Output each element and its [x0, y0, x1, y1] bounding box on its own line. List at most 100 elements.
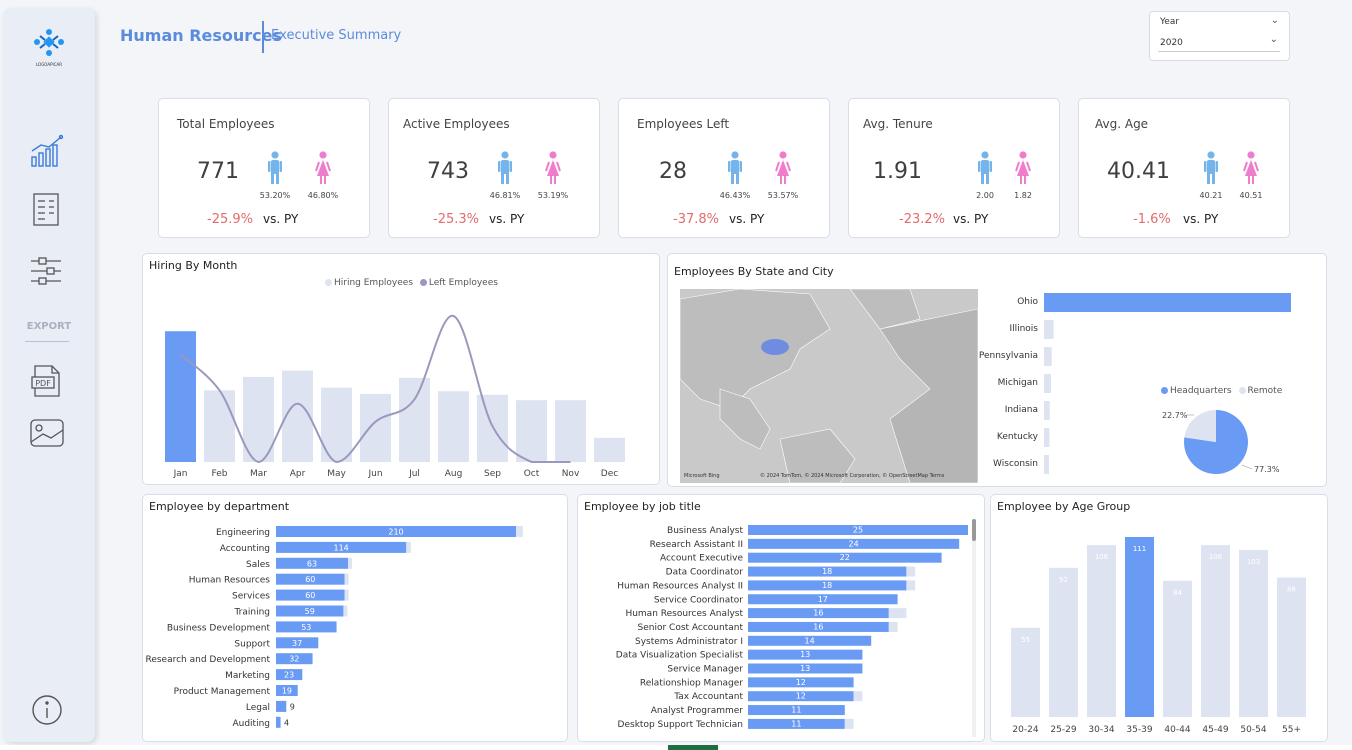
active-bar[interactable]	[276, 573, 345, 585]
hiring-bar[interactable]	[555, 400, 586, 462]
employee-map[interactable]: Microsoft Bing © 2024 TomTom, © 2024 Mic…	[680, 289, 978, 483]
kpi-card: Employees Left 28 46.43% 53.57% -37.8% vs. PY	[618, 98, 830, 238]
state-bar[interactable]	[1044, 293, 1291, 312]
active-bar[interactable]	[276, 653, 313, 665]
active-bar[interactable]	[748, 663, 863, 674]
left-bar[interactable]	[906, 566, 916, 577]
pdf-export-icon[interactable]: PDF	[29, 363, 65, 399]
hiring-bar[interactable]	[243, 376, 274, 462]
active-bar[interactable]	[748, 635, 872, 646]
hiring-bar[interactable]	[282, 370, 313, 462]
active-bar[interactable]	[748, 594, 898, 605]
left-employees-line[interactable]	[179, 314, 571, 464]
hiring-bar[interactable]	[204, 390, 235, 462]
page-tab-strip[interactable]	[0, 745, 1352, 750]
kpi-vs-label: vs. PY	[489, 212, 525, 226]
state-bar[interactable]	[1044, 428, 1050, 447]
active-bar[interactable]	[748, 538, 960, 549]
active-bar[interactable]	[276, 605, 344, 617]
active-bar[interactable]	[748, 566, 907, 577]
active-bar[interactable]	[748, 691, 854, 702]
hiring-bar[interactable]	[594, 437, 625, 462]
state-label: Kentucky	[997, 432, 1039, 442]
legend-dot	[419, 278, 427, 286]
active-bar[interactable]	[276, 637, 319, 649]
left-bar[interactable]	[888, 621, 898, 632]
image-export-icon[interactable]	[29, 416, 65, 452]
active-bar[interactable]	[276, 589, 345, 601]
scrollbar[interactable]	[972, 519, 976, 737]
bar-value-label: 111	[1133, 545, 1146, 553]
sidebar: LOGOAPICAR EXPORT PDF	[3, 8, 95, 742]
bar-value-label: 11	[791, 719, 801, 728]
age-tick-label: 35-39	[1126, 725, 1152, 735]
overview-chart-icon[interactable]	[29, 133, 65, 169]
hiring-bar[interactable]	[165, 331, 196, 462]
active-bar[interactable]	[748, 580, 907, 591]
active-bar[interactable]	[276, 526, 516, 537]
hiring-bar[interactable]	[438, 391, 469, 462]
age-bar[interactable]	[1049, 567, 1078, 717]
pie-slice-remote[interactable]	[1184, 410, 1216, 442]
active-bar[interactable]	[276, 541, 407, 553]
left-bar[interactable]	[343, 605, 348, 617]
left-bar[interactable]	[516, 526, 523, 537]
month-tick-label: Jun	[367, 469, 382, 479]
active-bar[interactable]	[748, 525, 968, 535]
chevron-down-icon[interactable]: ⌄	[1270, 15, 1279, 26]
age-bar[interactable]	[1163, 580, 1192, 717]
state-bar[interactable]	[1044, 320, 1054, 339]
age-bar[interactable]	[1011, 627, 1040, 717]
kpi-change: -25.9%	[207, 212, 253, 227]
info-icon[interactable]	[29, 692, 65, 728]
active-bar[interactable]	[276, 557, 348, 569]
category-label: Research and Development	[145, 655, 270, 665]
age-bar[interactable]	[1277, 577, 1306, 717]
active-bar[interactable]	[748, 621, 889, 632]
filters-sliders-icon[interactable]	[29, 253, 65, 289]
left-bar[interactable]	[906, 580, 916, 591]
age-bar[interactable]	[1201, 545, 1230, 717]
hiring-bar[interactable]	[516, 400, 547, 462]
active-bar[interactable]	[276, 700, 287, 712]
left-bar[interactable]	[853, 691, 863, 702]
left-bar[interactable]	[344, 589, 349, 601]
bar-value-label: 55	[1021, 636, 1030, 644]
state-bar[interactable]	[1044, 347, 1052, 366]
active-bar[interactable]	[748, 649, 863, 660]
month-tick-label: Apr	[290, 469, 306, 479]
chevron-down-icon[interactable]: ⌄	[1269, 34, 1278, 45]
active-bar[interactable]	[748, 677, 854, 688]
year-slicer[interactable]: Year ⌄ 2020 ⌄	[1149, 11, 1290, 61]
map-credit-terms[interactable]: © 2024 TomTom, © 2024 Microsoft Corporat…	[760, 473, 945, 479]
left-bar[interactable]	[344, 573, 349, 585]
year-dropdown[interactable]: 2020 ⌄	[1158, 34, 1280, 52]
state-bar[interactable]	[1044, 401, 1050, 420]
active-bar[interactable]	[276, 716, 281, 728]
active-page-tab[interactable]	[668, 745, 718, 750]
left-bar[interactable]	[888, 608, 907, 619]
hiring-bar[interactable]	[477, 394, 508, 462]
age-bar[interactable]	[1125, 537, 1154, 717]
scrollbar-thumb[interactable]	[972, 519, 976, 541]
export-label: EXPORT	[26, 321, 72, 332]
hiring-bar[interactable]	[360, 393, 391, 462]
state-bar[interactable]	[1044, 374, 1051, 393]
age-bar[interactable]	[1239, 549, 1268, 717]
active-bar[interactable]	[748, 608, 889, 619]
details-report-icon[interactable]	[29, 191, 65, 227]
state-bar[interactable]	[1044, 455, 1049, 474]
age-bar[interactable]	[1087, 545, 1116, 717]
left-bar[interactable]	[844, 718, 854, 729]
active-bar[interactable]	[276, 669, 303, 681]
category-label: Business Development	[167, 623, 271, 633]
active-bar[interactable]	[748, 552, 942, 563]
category-label: Data Visualization Specialist	[616, 651, 744, 661]
active-bar[interactable]	[276, 621, 337, 633]
left-bar[interactable]	[348, 557, 352, 569]
active-bar[interactable]	[748, 705, 845, 716]
hiring-bar[interactable]	[399, 377, 430, 462]
active-bar[interactable]	[748, 718, 845, 729]
left-bar[interactable]	[406, 541, 411, 553]
active-bar[interactable]	[276, 685, 298, 696]
